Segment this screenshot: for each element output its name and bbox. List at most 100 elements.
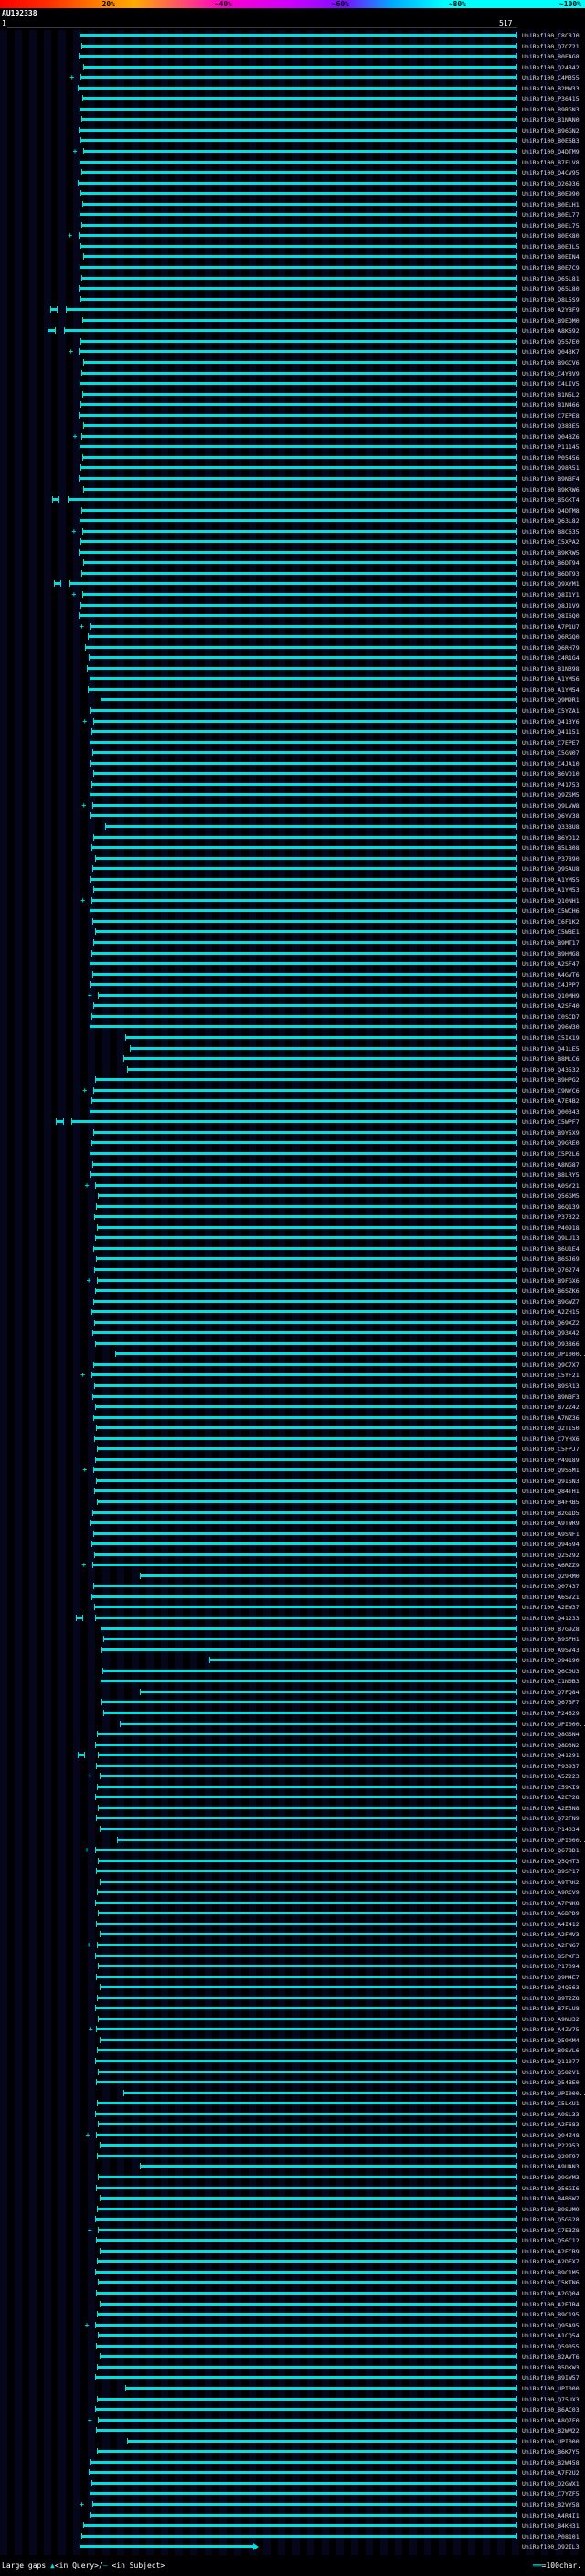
alignment-bar[interactable] [95, 1899, 517, 1906]
alignment-bar[interactable] [95, 1404, 517, 1411]
alignment-bar[interactable] [81, 569, 517, 577]
alignment-bar[interactable] [97, 2363, 517, 2370]
alignment-bar[interactable] [81, 432, 517, 440]
alignment-bar[interactable] [102, 1709, 517, 1716]
hit-label[interactable]: UniRef100_B0EJL5 [522, 242, 580, 250]
hit-label[interactable]: UniRef100_Q84TH1 [522, 1488, 580, 1496]
hit-label[interactable]: UniRef100_Q9ISN3 [522, 1477, 580, 1485]
alignment-bar[interactable] [90, 1520, 517, 1527]
hit-label[interactable]: UniRef100_P08101 [522, 2532, 580, 2540]
alignment-bar[interactable] [90, 1012, 517, 1020]
hit-label[interactable]: UniRef100_B0E6B3 [522, 137, 580, 145]
alignment-pre-segment[interactable] [51, 496, 60, 504]
hit-label[interactable]: UniRef100_A2SF40 [522, 1002, 580, 1011]
alignment-bar[interactable] [80, 337, 517, 345]
alignment-bar[interactable] [96, 1256, 517, 1263]
hit-label[interactable]: UniRef100_A6BPD9 [522, 1910, 580, 1918]
alignment-bar[interactable] [92, 1393, 517, 1400]
alignment-bar[interactable] [96, 2131, 517, 2138]
hit-label[interactable]: UniRef100_B0EL75 [522, 221, 580, 229]
hit-label[interactable]: UniRef100_O94190 [522, 1657, 580, 1665]
hit-label[interactable]: UniRef100_A9SV43 [522, 1646, 580, 1654]
hit-label[interactable]: UniRef100_Q8I1Y1 [522, 590, 580, 599]
alignment-bar[interactable] [96, 1920, 517, 1927]
alignment-bar[interactable] [95, 1456, 517, 1463]
hit-label[interactable]: UniRef100_A8NG87 [522, 1161, 580, 1169]
alignment-bar[interactable] [90, 780, 517, 788]
alignment-bar[interactable] [99, 1984, 517, 1991]
hit-label[interactable]: UniRef100_Q6RGQ0 [522, 633, 580, 641]
hit-label[interactable]: UniRef100_Q67BF7 [522, 1699, 580, 1707]
hit-label[interactable]: UniRef100_C8C8J0 [522, 32, 580, 39]
hit-label[interactable]: UniRef100_C5WCH6 [522, 907, 580, 916]
hit-label[interactable]: UniRef100_Q9C7X7 [522, 1361, 580, 1369]
alignment-bar[interactable] [99, 1825, 517, 1832]
hit-label[interactable]: UniRef100_B5DKW3 [522, 2363, 580, 2371]
alignment-bar[interactable] [94, 1551, 517, 1558]
alignment-bar[interactable] [96, 1477, 517, 1484]
alignment-bar[interactable] [89, 791, 517, 799]
hit-label[interactable]: UniRef100_B6Q139 [522, 1203, 580, 1211]
hit-label[interactable]: UniRef100_A1CQ54 [522, 2332, 580, 2340]
alignment-bar[interactable] [95, 2216, 517, 2223]
alignment-pre-segment[interactable] [49, 306, 58, 313]
alignment-bar[interactable] [80, 601, 517, 609]
alignment-bar[interactable] [69, 580, 517, 588]
alignment-bar[interactable] [80, 74, 517, 81]
alignment-bar[interactable] [80, 137, 517, 144]
alignment-bar[interactable] [78, 53, 517, 60]
alignment-bar[interactable] [93, 1583, 517, 1590]
alignment-bar[interactable] [81, 274, 517, 281]
alignment-bar[interactable] [96, 1973, 517, 1980]
alignment-bar[interactable] [97, 2448, 517, 2455]
hit-label[interactable]: UniRef100_B9KRW5 [522, 548, 580, 557]
alignment-bar[interactable] [82, 316, 517, 323]
hit-label[interactable]: UniRef100_A2SF47 [522, 960, 580, 969]
hit-label[interactable]: UniRef100_B2MW33 [522, 84, 580, 92]
alignment-bar[interactable] [92, 1161, 517, 1168]
alignment-bar[interactable] [78, 285, 517, 292]
hit-label[interactable]: UniRef100_B9GWZ7 [522, 1298, 580, 1306]
hit-label[interactable]: UniRef100_C5LKU1 [522, 2100, 580, 2108]
alignment-bar[interactable] [90, 981, 517, 989]
hit-label[interactable]: UniRef100_C1N0B3 [522, 1678, 580, 1686]
alignment-bar[interactable] [97, 2152, 517, 2159]
alignment-bar[interactable] [83, 63, 517, 70]
hit-label[interactable]: UniRef100_B2AVT6 [522, 2353, 580, 2361]
alignment-bar[interactable] [98, 2068, 517, 2075]
hit-label[interactable]: UniRef100_B6DT94 [522, 559, 580, 567]
hit-label[interactable]: UniRef100_Q29T97 [522, 2152, 580, 2160]
hit-label[interactable]: UniRef100_A6RZZ9 [522, 1562, 580, 1570]
alignment-bar[interactable] [99, 2353, 517, 2360]
hit-label[interactable]: UniRef100_B0EAG8 [522, 53, 580, 61]
alignment-bar[interactable] [139, 2163, 517, 2170]
alignment-bar[interactable] [93, 1414, 517, 1421]
hit-label[interactable]: UniRef100_Q9GRE0 [522, 1140, 580, 1148]
alignment-bar[interactable] [101, 1646, 517, 1653]
hit-label[interactable]: UniRef100_P40918 [522, 1224, 580, 1232]
hit-label[interactable]: UniRef100_UPI000... [522, 2384, 585, 2392]
alignment-bar[interactable] [93, 1467, 517, 1474]
hit-label[interactable]: UniRef100_Q8L5S9 [522, 295, 580, 303]
alignment-bar[interactable] [100, 1625, 517, 1632]
alignment-bar[interactable] [93, 717, 517, 725]
hit-label[interactable]: UniRef100_B5LB08 [522, 844, 580, 853]
alignment-bar[interactable] [78, 348, 517, 355]
alignment-bar[interactable] [79, 211, 517, 218]
hit-label[interactable]: UniRef100_Q56GM5 [522, 1193, 580, 1201]
alignment-bar[interactable] [98, 2174, 517, 2181]
alignment-bar[interactable] [99, 2142, 517, 2149]
alignment-bar[interactable] [82, 527, 517, 535]
hit-label[interactable]: UniRef100_P14034 [522, 1825, 580, 1833]
alignment-bar[interactable] [97, 1499, 517, 1506]
alignment-bar[interactable] [78, 612, 517, 620]
hit-label[interactable]: UniRef100_A4I412 [522, 1920, 580, 1928]
alignment-bar[interactable] [65, 306, 517, 313]
alignment-bar[interactable] [96, 2079, 517, 2086]
alignment-bar[interactable] [77, 84, 517, 91]
hit-label[interactable]: UniRef100_C5KTN6 [522, 2279, 580, 2287]
hit-label[interactable]: UniRef100_Q92IL3 [522, 2543, 580, 2551]
hit-label[interactable]: UniRef100_B1N5L2 [522, 390, 580, 398]
hit-label[interactable]: UniRef100_Q9S5M1 [522, 1467, 580, 1475]
hit-label[interactable]: UniRef100_B6SJ69 [522, 1256, 580, 1264]
